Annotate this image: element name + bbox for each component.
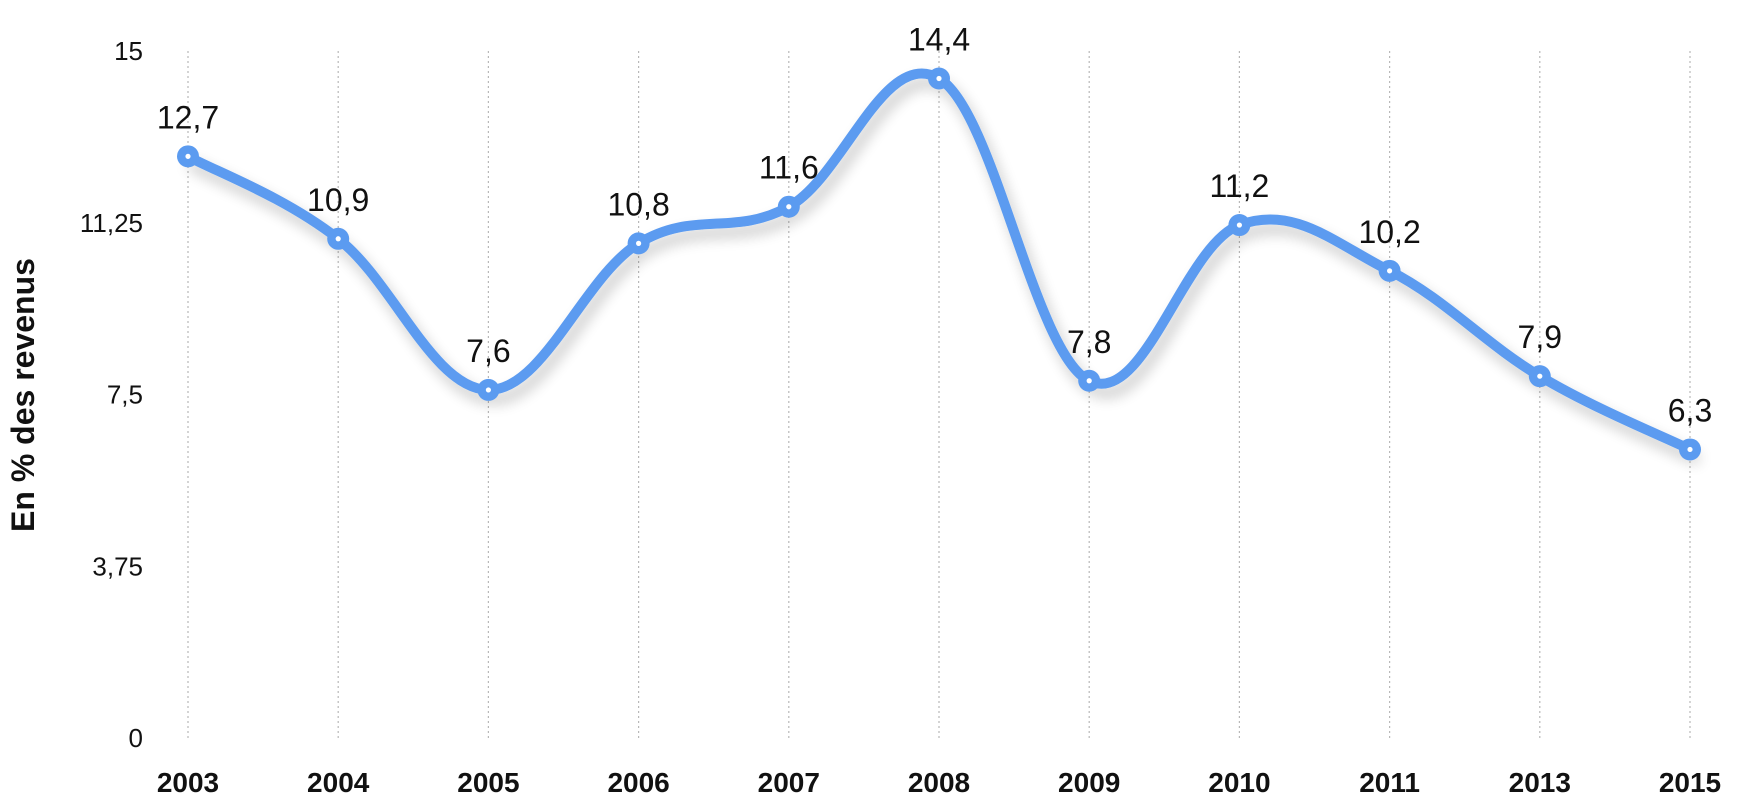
y-axis-label: En % des revenus bbox=[5, 258, 41, 532]
x-axis-ticks: 2003 2004 2005 2006 2007 2008 2009 2010 2011 2013… bbox=[157, 767, 1721, 798]
x-tick-label: 2013 bbox=[1509, 767, 1571, 798]
data-label-2013: 7,9 bbox=[1518, 319, 1562, 355]
y-tick-label: 7,5 bbox=[107, 380, 143, 410]
data-label-2010: 11,2 bbox=[1209, 168, 1269, 204]
x-tick-label: 2003 bbox=[157, 767, 219, 798]
x-tick-label: 2005 bbox=[457, 767, 519, 798]
series-layer bbox=[177, 67, 1701, 461]
data-point-center-2007 bbox=[786, 204, 792, 210]
x-tick-label: 2008 bbox=[908, 767, 970, 798]
x-tick-label: 2007 bbox=[758, 767, 820, 798]
data-label-2006: 10,8 bbox=[607, 186, 669, 222]
data-point-center-2004 bbox=[335, 236, 341, 242]
data-label-2005: 7,6 bbox=[466, 333, 510, 369]
x-tick-label: 2006 bbox=[607, 767, 669, 798]
y-tick-label: 0 bbox=[129, 723, 143, 753]
data-point-center-2009 bbox=[1086, 378, 1092, 384]
data-labels: 12,7 10,9 7,6 10,8 11,6 14,4 7,8 11,2 10,2 7,9 6,3 bbox=[157, 21, 1712, 428]
x-tick-label: 2011 bbox=[1359, 767, 1420, 798]
data-point-center-2013 bbox=[1537, 373, 1543, 379]
x-tick-label: 2015 bbox=[1659, 767, 1721, 798]
x-tick-label: 2009 bbox=[1058, 767, 1120, 798]
data-point-center-2015 bbox=[1687, 446, 1693, 453]
data-label-2011: 10,2 bbox=[1358, 214, 1420, 250]
grid-lines bbox=[187, 51, 1691, 738]
data-label-2004: 10,9 bbox=[307, 182, 369, 218]
data-point-center-2005 bbox=[485, 387, 491, 393]
data-label-2008: 14,4 bbox=[908, 21, 970, 57]
data-point-center-2006 bbox=[636, 240, 642, 246]
data-label-2009: 7,8 bbox=[1067, 324, 1111, 360]
data-label-2003: 12,7 bbox=[157, 99, 219, 135]
data-label-2015: 6,3 bbox=[1668, 392, 1712, 428]
y-tick-label: 3,75 bbox=[92, 551, 143, 581]
y-tick-label: 11,25 bbox=[80, 208, 143, 238]
x-tick-label: 2010 bbox=[1208, 767, 1270, 798]
data-point-center-2008 bbox=[936, 75, 942, 82]
data-label-2007: 11,6 bbox=[759, 150, 819, 186]
data-point-center-2003 bbox=[185, 153, 191, 159]
data-point-center-2010 bbox=[1236, 222, 1242, 228]
y-axis-ticks: 0 3,75 7,5 11,25 15 bbox=[80, 36, 143, 753]
y-tick-label: 15 bbox=[114, 36, 143, 66]
x-tick-label: 2004 bbox=[307, 767, 370, 798]
data-point-center-2011 bbox=[1387, 268, 1393, 274]
